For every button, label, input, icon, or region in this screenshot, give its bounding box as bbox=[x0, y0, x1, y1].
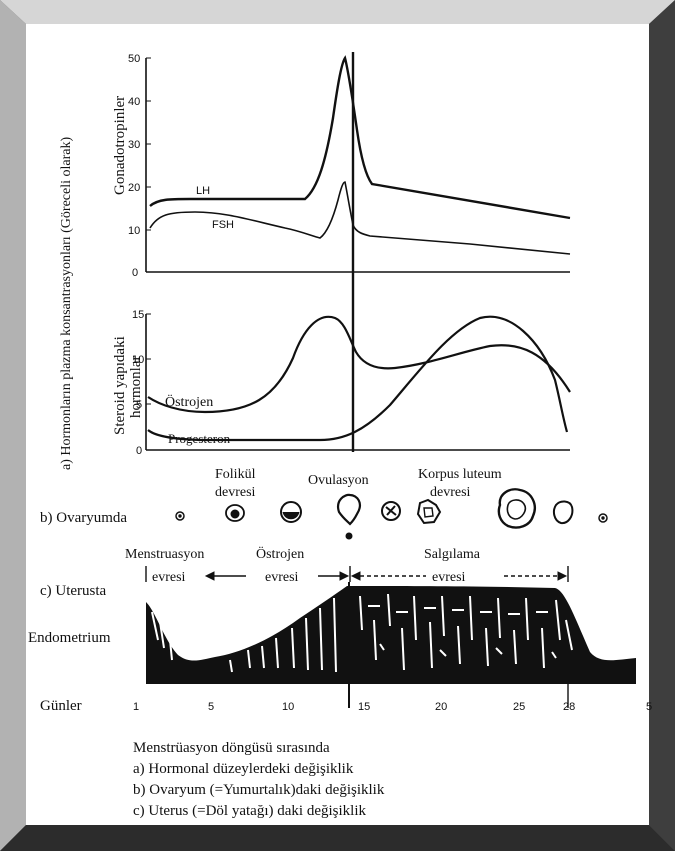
figure-panel bbox=[26, 24, 649, 825]
ovulation-label: Ovulasyon bbox=[308, 473, 369, 488]
steroid-tick-15: 15 bbox=[132, 309, 144, 321]
corpus-luteum-early-icon bbox=[381, 501, 401, 521]
day-tick-1: 1 bbox=[133, 701, 139, 713]
estrogen-curve bbox=[147, 315, 571, 414]
caption-line-1: Menstrüasyon döngüsü sırasında bbox=[133, 740, 330, 756]
gonado-tick-40: 40 bbox=[128, 96, 140, 108]
day-tick-next-5: 5 bbox=[646, 701, 652, 713]
corpus-luteum-mature-icon bbox=[497, 488, 536, 529]
steroid-tick-0: 0 bbox=[136, 445, 142, 457]
gonado-tick-0: 0 bbox=[132, 267, 138, 279]
endometrium-fill bbox=[146, 586, 636, 684]
ovary-follicles bbox=[175, 488, 608, 540]
day-tick-25: 25 bbox=[513, 701, 525, 713]
menstruation-phase-line2: evresi bbox=[152, 570, 186, 585]
caption-line-4: c) Uterus (=Döl yatağı) daki değişiklik bbox=[133, 803, 366, 819]
ovary-label: b) Ovaryumda bbox=[40, 510, 127, 526]
follicle-primordial-icon bbox=[175, 511, 185, 521]
menstruation-phase-line1: Menstruasyon bbox=[125, 547, 204, 562]
secretory-phase-line1: Salgılama bbox=[424, 547, 481, 562]
follicular-phase-line1: Folikül bbox=[215, 467, 256, 482]
caption-line-2: a) Hormonal düzeylerdeki değişiklik bbox=[133, 761, 354, 777]
uterus-label: c) Uterusta bbox=[40, 583, 107, 599]
day-tick-10: 10 bbox=[282, 701, 294, 713]
follicle-antral-icon bbox=[280, 501, 302, 523]
day-tick-28: 28 bbox=[563, 701, 575, 713]
estrogen-label: Östrojen bbox=[165, 393, 213, 410]
lh-label: LH bbox=[196, 185, 210, 197]
steroid-ylabel-1: Steroid yapıdaki bbox=[112, 336, 128, 435]
endometrium-label: Endometrium bbox=[28, 630, 111, 646]
days-label: Günler bbox=[40, 698, 82, 714]
gonado-tick-10: 10 bbox=[128, 225, 140, 237]
lh-curve bbox=[149, 55, 571, 220]
day-tick-15: 15 bbox=[358, 701, 370, 713]
steroid-ylabel-2: hormonlar bbox=[128, 356, 144, 418]
endometrium-band bbox=[146, 586, 636, 684]
progesterone-label: Progesteron bbox=[168, 431, 231, 446]
estrogen-phase-line1: Östrojen bbox=[256, 545, 304, 562]
progesterone-curve bbox=[147, 315, 569, 442]
steroid-tick-5: 5 bbox=[136, 399, 142, 411]
gonadotropin-plot: Gonadotropinler 50 40 30 20 10 0 LH FSH bbox=[112, 53, 571, 279]
fsh-curve bbox=[149, 181, 571, 255]
corpus-luteum-icon bbox=[416, 498, 442, 525]
day-ticks: 1 5 10 15 20 25 28 5 bbox=[133, 701, 652, 713]
steroid-plot: Steroid yapıdaki hormonlar 15 10 5 0 Öst… bbox=[112, 309, 571, 457]
endometrium-texture bbox=[151, 593, 573, 673]
gonado-tick-30: 30 bbox=[128, 139, 140, 151]
gonado-ticks bbox=[146, 57, 151, 231]
gonadotropin-ylabel: Gonadotropinler bbox=[112, 96, 128, 195]
gonado-tick-20: 20 bbox=[128, 182, 140, 194]
caption-line-3: b) Ovaryum (=Yumurtalık)daki değişiklik bbox=[133, 782, 385, 798]
luteal-phase-line2: devresi bbox=[430, 485, 471, 500]
gonado-tick-50: 50 bbox=[128, 53, 140, 65]
steroid-ticks bbox=[146, 313, 151, 405]
caption: Menstrüasyon döngüsü sırasında a) Hormon… bbox=[133, 740, 385, 819]
estrogen-phase-line2: evresi bbox=[265, 570, 299, 585]
follicular-phase-line2: devresi bbox=[215, 485, 256, 500]
corpus-albicans-icon bbox=[552, 500, 574, 525]
fsh-label: FSH bbox=[212, 219, 234, 231]
side-title: a) Hormonların plazma konsantrasyonları … bbox=[59, 137, 74, 470]
phase-arrows bbox=[145, 566, 569, 582]
follicle-primary-icon bbox=[225, 504, 245, 522]
luteal-phase-line1: Korpus luteum bbox=[418, 467, 502, 482]
secretory-phase-line2: evresi bbox=[432, 570, 466, 585]
day-tick-20: 20 bbox=[435, 701, 447, 713]
ovulating-follicle-icon bbox=[337, 493, 361, 540]
day-tick-5: 5 bbox=[208, 701, 214, 713]
steroid-tick-10: 10 bbox=[132, 354, 144, 366]
follicle-new-icon bbox=[598, 513, 608, 523]
